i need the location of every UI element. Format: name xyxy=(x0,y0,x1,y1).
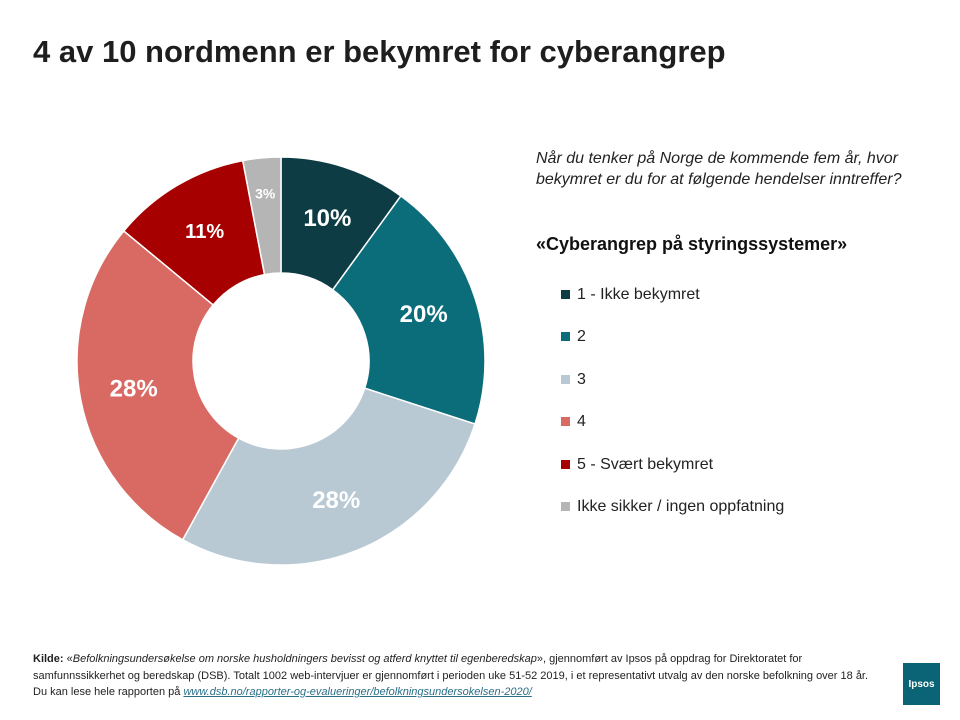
donut-slice-2 xyxy=(181,387,476,566)
source-note: Kilde: «Befolkningsundersøkelse om norsk… xyxy=(33,651,869,701)
legend-swatch-2 xyxy=(561,374,570,384)
legend-label-3: 4 xyxy=(577,413,586,431)
donut-slice-1 xyxy=(331,194,486,425)
legend-label-5: Ikke sikker / ingen oppfatning xyxy=(577,497,785,515)
survey-subject: «Cyberangrep på styringssystemer» xyxy=(536,234,848,254)
donut-label-1: 20% xyxy=(400,301,448,328)
legend-swatch-0 xyxy=(561,290,570,299)
legend-swatch-3 xyxy=(561,417,570,427)
legend-swatch-5 xyxy=(561,501,570,511)
legend-swatch-1 xyxy=(561,332,570,342)
page-title: 4 av 10 nordmenn er bekymret for cyberan… xyxy=(33,34,726,69)
donut-label-3: 28% xyxy=(110,376,158,403)
legend-swatch-4 xyxy=(561,459,570,469)
source-label: Kilde: xyxy=(33,653,64,665)
source-link[interactable]: www.dsb.no/rapporter-og-evalueringer/bef… xyxy=(183,686,532,698)
survey-question: Når du tenker på Norge de kommende fem å… xyxy=(536,150,902,188)
legend-label-4: 5 - Svært bekymret xyxy=(577,455,714,473)
donut-label-0: 10% xyxy=(303,205,351,232)
source-text: », gjennomført av Ipsos på oppdrag for D… xyxy=(33,653,869,698)
legend-label-2: 3 xyxy=(577,370,586,388)
legend-label-1: 2 xyxy=(577,328,586,346)
donut-label-4: 11% xyxy=(185,221,224,243)
donut-label-2: 28% xyxy=(312,487,360,514)
source-quote-open: « xyxy=(66,653,73,665)
donut-label-5: 3% xyxy=(255,186,276,202)
source-study-title: Befolkningsundersøkelse om norske hushol… xyxy=(72,653,537,665)
donut-chart: 10% 20% 28% 28% 11% 3% xyxy=(76,156,486,566)
legend-label-0: 1 - Ikke bekymret xyxy=(577,286,700,303)
ipsos-logo: Ipsos xyxy=(903,663,940,705)
donut-slice-5 xyxy=(241,156,282,276)
donut-slice-3 xyxy=(76,229,240,541)
